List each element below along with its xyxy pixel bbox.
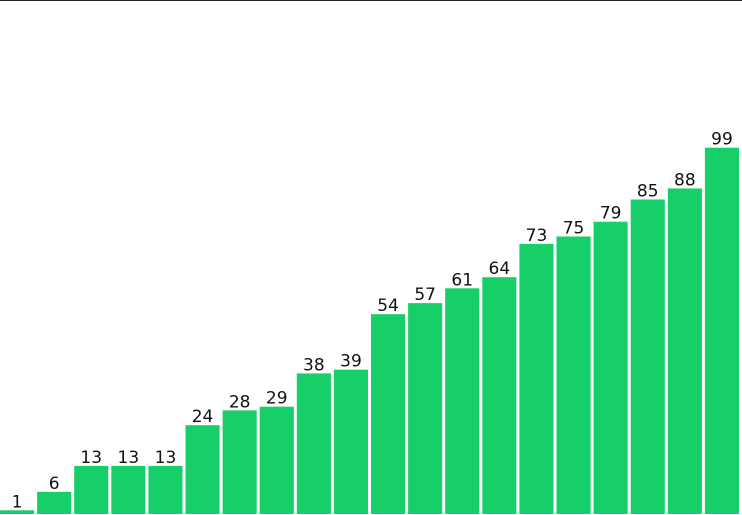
top-border-line [0,0,742,1]
bar [0,510,35,514]
bar-value-label: 73 [526,226,548,246]
bar [333,369,368,514]
bar [667,188,702,514]
bar-value-label: 61 [451,270,473,290]
bar-value-label: 13 [80,448,102,468]
bar-value-label: 75 [563,219,585,239]
bar [222,410,257,514]
bar-value-label: 57 [414,285,436,305]
bar-value-label: 24 [192,407,214,427]
bar [74,465,109,514]
bar [185,425,220,514]
bar-value-label: 6 [49,474,60,494]
bar-value-label: 38 [303,355,325,375]
bar [630,199,665,514]
data-labels-group: 1 6 13 13 13 24 28 29 38 39 54 57 61 64 73 75 79 85 88 99 [12,130,733,513]
bar-value-label: 13 [118,448,140,468]
bar [296,373,331,514]
bar-value-label: 99 [711,130,733,150]
bar [519,243,554,514]
bar [593,221,628,514]
bar-value-label: 28 [229,392,251,412]
bar [111,465,146,514]
bar-value-label: 39 [340,352,362,372]
bar-value-label: 13 [155,448,177,468]
bar [556,236,591,514]
bar-value-label: 85 [637,182,659,202]
bar [482,277,517,514]
bar-value-label: 79 [600,204,622,224]
bar [148,465,183,514]
bar-value-label: 54 [377,296,399,316]
bar-value-label: 64 [489,259,511,279]
bar [445,288,480,514]
bar [704,147,739,514]
bars-group [0,147,739,514]
bar [37,491,72,514]
bar-value-label: 29 [266,389,288,409]
bar-value-label: 1 [12,492,23,512]
bar [259,406,294,514]
bar-value-label: 88 [674,170,696,190]
bar [371,314,406,514]
bar [408,303,443,514]
